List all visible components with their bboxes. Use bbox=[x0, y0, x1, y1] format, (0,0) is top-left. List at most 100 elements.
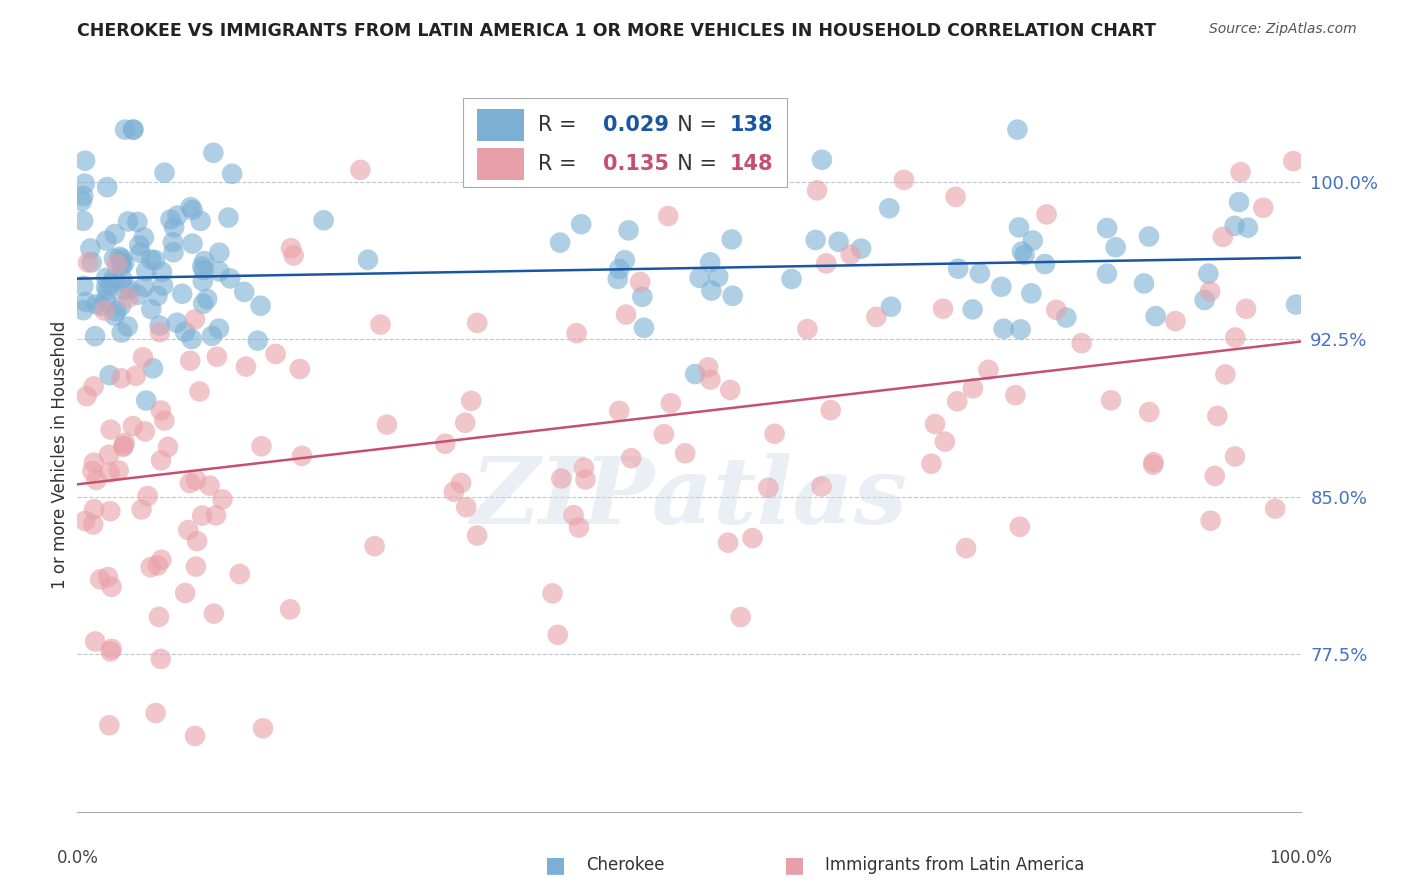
Point bbox=[184, 559, 207, 574]
FancyBboxPatch shape bbox=[463, 98, 787, 187]
Point bbox=[166, 316, 188, 330]
Point bbox=[201, 329, 224, 343]
Point bbox=[456, 500, 478, 515]
Point bbox=[541, 586, 564, 600]
Text: N =: N = bbox=[665, 154, 724, 175]
Point bbox=[172, 286, 194, 301]
Point bbox=[83, 456, 105, 470]
Point bbox=[264, 347, 287, 361]
Point bbox=[1285, 297, 1308, 311]
Point bbox=[122, 122, 145, 136]
Point bbox=[111, 326, 134, 340]
Point bbox=[96, 180, 118, 194]
Point bbox=[1054, 310, 1077, 325]
Point bbox=[208, 321, 231, 335]
Point bbox=[946, 261, 969, 276]
Point bbox=[565, 326, 588, 341]
Point bbox=[811, 153, 834, 167]
Point bbox=[100, 423, 122, 437]
Point bbox=[139, 560, 162, 574]
Point bbox=[152, 278, 174, 293]
Point bbox=[673, 446, 696, 460]
Point bbox=[1251, 201, 1274, 215]
Point bbox=[628, 275, 651, 289]
Point bbox=[977, 363, 1000, 377]
Point bbox=[1070, 336, 1092, 351]
Point bbox=[195, 292, 218, 306]
Point bbox=[1234, 301, 1257, 316]
Point bbox=[84, 329, 107, 343]
Point bbox=[112, 256, 135, 270]
Point bbox=[574, 473, 596, 487]
Point bbox=[1008, 520, 1031, 534]
Point bbox=[235, 359, 257, 374]
Point bbox=[1144, 309, 1167, 323]
Point bbox=[717, 535, 740, 549]
Point bbox=[820, 403, 842, 417]
Point bbox=[205, 508, 228, 523]
Point bbox=[127, 215, 149, 229]
Point bbox=[83, 379, 105, 393]
Point bbox=[550, 471, 572, 485]
Point bbox=[131, 502, 153, 516]
Point bbox=[250, 439, 273, 453]
Point bbox=[249, 299, 271, 313]
Point bbox=[72, 279, 94, 293]
Point bbox=[827, 235, 849, 249]
Point bbox=[86, 297, 108, 311]
Point bbox=[132, 351, 155, 365]
Point bbox=[205, 350, 228, 364]
Point bbox=[620, 451, 643, 466]
Point bbox=[193, 263, 215, 277]
Point bbox=[730, 610, 752, 624]
Point bbox=[86, 473, 108, 487]
Point bbox=[839, 247, 862, 261]
Point bbox=[100, 641, 122, 656]
Point bbox=[122, 122, 145, 136]
Point bbox=[136, 489, 159, 503]
Point bbox=[110, 255, 132, 269]
Point bbox=[229, 567, 252, 582]
Point bbox=[105, 304, 128, 318]
Point bbox=[780, 272, 803, 286]
Point bbox=[191, 260, 214, 274]
Point bbox=[181, 202, 204, 217]
Point bbox=[77, 255, 100, 269]
Point bbox=[548, 235, 571, 250]
Point bbox=[810, 479, 832, 493]
Point bbox=[720, 232, 742, 246]
Point bbox=[1007, 122, 1029, 136]
Point bbox=[98, 448, 121, 462]
Point bbox=[1197, 267, 1219, 281]
Point bbox=[125, 368, 148, 383]
Point bbox=[945, 190, 967, 204]
Point bbox=[1223, 219, 1246, 233]
Point bbox=[349, 162, 371, 177]
Point bbox=[623, 154, 645, 169]
Text: ■: ■ bbox=[546, 855, 565, 875]
Point bbox=[1014, 248, 1036, 262]
Point bbox=[114, 436, 136, 450]
Point bbox=[149, 453, 172, 467]
Point bbox=[547, 628, 569, 642]
Point bbox=[572, 460, 595, 475]
Point bbox=[76, 389, 98, 403]
Point bbox=[849, 242, 872, 256]
Point bbox=[1223, 450, 1246, 464]
Point bbox=[149, 318, 172, 333]
Point bbox=[631, 290, 654, 304]
Point bbox=[208, 245, 231, 260]
Point bbox=[617, 223, 640, 237]
Point bbox=[93, 303, 115, 318]
Point bbox=[1212, 230, 1234, 244]
Point bbox=[186, 534, 208, 549]
Point bbox=[443, 484, 465, 499]
Point bbox=[657, 209, 679, 223]
Point bbox=[741, 531, 763, 545]
Text: 148: 148 bbox=[730, 154, 773, 175]
Point bbox=[112, 439, 135, 453]
Point bbox=[1045, 302, 1067, 317]
Point bbox=[357, 252, 380, 267]
Point bbox=[73, 514, 96, 528]
Point bbox=[134, 280, 156, 294]
